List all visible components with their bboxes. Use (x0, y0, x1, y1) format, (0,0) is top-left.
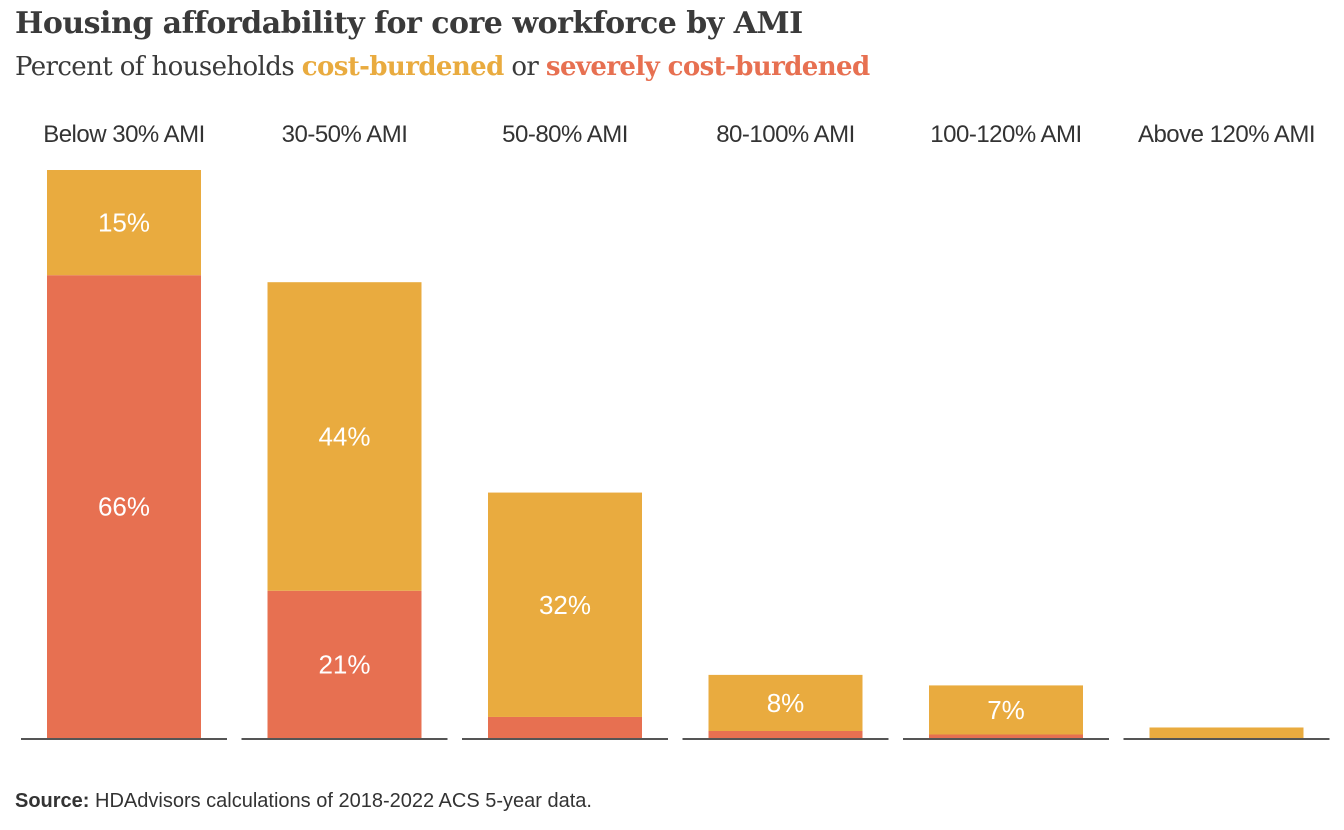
bar-segment-cost-burdened (267, 282, 422, 591)
bar-segment-severely-cost-burdened (929, 734, 1083, 738)
bar-segment-severely-cost-burdened (488, 716, 642, 738)
subtitle-or: or (503, 52, 546, 82)
category-label: 80-100% AMI (716, 121, 855, 148)
bar-segment-cost-burdened (1149, 727, 1304, 738)
category-label: 30-50% AMI (282, 121, 408, 148)
source-text: HDAdvisors calculations of 2018-2022 ACS… (89, 790, 592, 812)
category-label: 100-120% AMI (930, 121, 1081, 148)
data-label: 15% (98, 208, 150, 238)
subtitle-prefix: Percent of households (15, 52, 302, 82)
bar-segment-severely-cost-burdened (708, 730, 863, 738)
chart-subtitle: Percent of households cost-burdened or s… (15, 52, 870, 82)
category-label: Above 120% AMI (1138, 121, 1315, 148)
bar-segment-severely-cost-burdened (47, 275, 201, 738)
legend-severely-cost-burdened: severely cost-burdened (545, 52, 870, 82)
bar-segment-severely-cost-burdened (267, 590, 422, 738)
data-label: 21% (318, 649, 370, 679)
bar-segment-cost-burdened (929, 685, 1083, 735)
data-label: 8% (767, 688, 805, 718)
data-label: 44% (318, 421, 370, 451)
data-label: 66% (98, 492, 150, 522)
legend-cost-burdened: cost-burdened (301, 52, 505, 82)
stacked-bar-chart: Below 30% AMI 66% 15% 30-50% AMI 21% 44% 50-80… (21, 121, 1330, 740)
data-label: 7% (987, 695, 1025, 725)
bar-segment-cost-burdened (708, 674, 863, 731)
source-note: Source: HDAdvisors calculations of 2018-… (15, 790, 592, 813)
category-label: Below 30% AMI (43, 121, 205, 148)
bar-segment-cost-burdened (47, 170, 201, 276)
chart-title: Housing affordability for core workforce… (15, 6, 803, 41)
bar-segment-cost-burdened (488, 492, 642, 717)
category-label: 50-80% AMI (502, 121, 628, 148)
source-label: Source: (15, 790, 90, 812)
data-label: 32% (539, 590, 591, 620)
